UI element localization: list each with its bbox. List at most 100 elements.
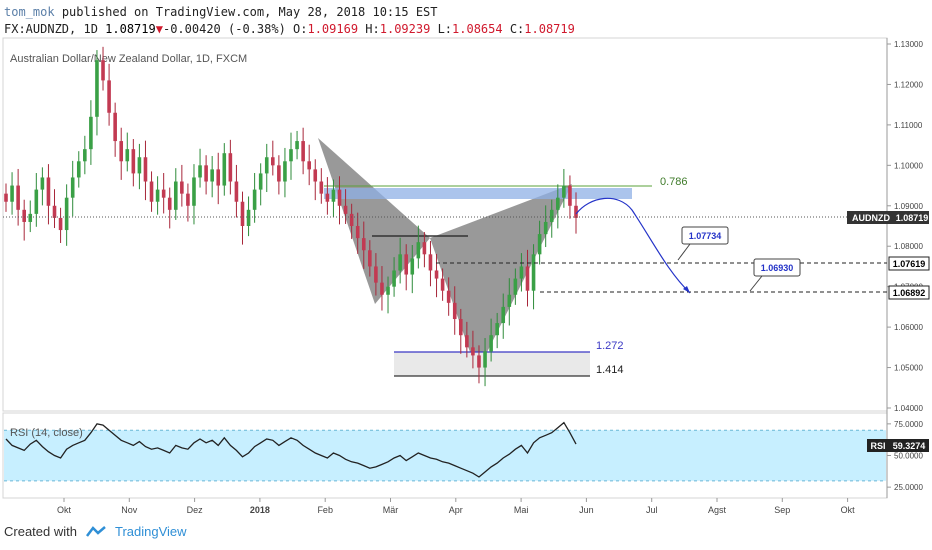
candle-body bbox=[368, 250, 372, 267]
symbol-line: FX:AUDNZD, 1D 1.08719▼-0.00420 (-0.38%) … bbox=[4, 21, 575, 38]
time-tick-label: 2018 bbox=[250, 505, 270, 515]
candle-body bbox=[52, 205, 57, 218]
open-label: O: bbox=[293, 22, 308, 36]
price-tick-label: 1.13000 bbox=[894, 40, 923, 49]
candle-body bbox=[495, 323, 499, 336]
candle-body bbox=[234, 181, 239, 202]
fib-786-label: 0.786 bbox=[660, 176, 688, 188]
candlestick-series bbox=[4, 46, 578, 387]
symbol-badge-text: AUDNZD bbox=[852, 213, 890, 223]
candle-body bbox=[513, 278, 518, 295]
time-tick-label: Nov bbox=[121, 505, 138, 515]
candle-body bbox=[28, 213, 33, 222]
candle-body bbox=[349, 213, 354, 226]
candle-body bbox=[428, 254, 433, 271]
candle-body bbox=[295, 141, 299, 150]
candle-body bbox=[416, 242, 421, 259]
candle-body bbox=[258, 173, 263, 190]
candle-body bbox=[167, 197, 172, 210]
rsi-axis: 75.0000 50.0000 25.0000 bbox=[887, 420, 923, 492]
candle-body bbox=[525, 266, 530, 291]
candle-body bbox=[543, 221, 548, 235]
candle-body bbox=[16, 185, 20, 210]
candle-body bbox=[119, 141, 124, 162]
candle-body bbox=[361, 238, 366, 251]
brand-text[interactable]: TradingView bbox=[114, 524, 187, 539]
price-tick-label: 1.11000 bbox=[894, 121, 923, 130]
candle-body bbox=[22, 209, 26, 222]
candle-body bbox=[404, 254, 409, 275]
footer: Created with TradingView bbox=[4, 524, 187, 539]
price-axis: 1.13000 1.12000 1.11000 1.10000 1.09000 1.080… bbox=[887, 40, 923, 413]
candle-body bbox=[355, 226, 360, 239]
candle-body bbox=[574, 205, 578, 218]
target2-badge: 1.06892 bbox=[888, 285, 930, 300]
candle-body bbox=[76, 161, 81, 178]
candle-body bbox=[34, 189, 39, 214]
projection-curve bbox=[575, 197, 691, 294]
symbol-price-badge: AUDNZD 1.08719 bbox=[847, 211, 929, 224]
chart-title: Australian Dollar/New Zealand Dollar, 1D… bbox=[10, 53, 247, 65]
price-tick-label: 1.05000 bbox=[894, 364, 923, 373]
time-tick-label: Jun bbox=[579, 505, 594, 515]
candle-body bbox=[398, 254, 402, 271]
candle-body bbox=[246, 209, 251, 226]
candle-body bbox=[161, 189, 166, 198]
candle-body bbox=[228, 153, 233, 182]
candle-body bbox=[289, 149, 293, 162]
candle-body bbox=[210, 169, 214, 182]
rsi-value-badge: RSI 59.3274 bbox=[867, 439, 929, 452]
candle-body bbox=[240, 201, 245, 226]
candle-body bbox=[501, 306, 506, 324]
rsi-tick-label: 25.0000 bbox=[894, 483, 923, 492]
candle-body bbox=[4, 193, 8, 202]
time-tick-label: Dez bbox=[187, 505, 204, 515]
price-tick-label: 1.06000 bbox=[894, 323, 923, 332]
candle-body bbox=[155, 189, 160, 202]
candle-body bbox=[422, 242, 427, 255]
callout-2: 1.06930 bbox=[749, 258, 801, 292]
candle-body bbox=[489, 335, 493, 352]
time-tick-label: Mai bbox=[514, 505, 529, 515]
candle-body bbox=[70, 177, 75, 198]
fib-extension-zone bbox=[394, 352, 590, 376]
last-price-badge: 1.08719 bbox=[896, 213, 929, 223]
candle-body bbox=[331, 189, 336, 202]
rsi-line bbox=[5, 421, 577, 478]
down-arrow-icon: ▼ bbox=[155, 22, 163, 36]
rsi-tick-label: 50.0000 bbox=[894, 452, 923, 461]
low-value: 1.08654 bbox=[452, 22, 503, 36]
candle-body bbox=[271, 157, 275, 166]
publish-line: tom_mok published on TradingView.com, Ma… bbox=[4, 4, 575, 21]
candle-body bbox=[392, 270, 396, 287]
change-text: -0.00420 (-0.38%) bbox=[162, 22, 286, 36]
author-link[interactable]: tom_mok bbox=[4, 5, 55, 19]
candle-body bbox=[137, 157, 142, 174]
time-tick-label: Sep bbox=[774, 505, 790, 515]
candle-body bbox=[568, 185, 572, 206]
candle-body bbox=[477, 355, 481, 368]
callout-1: 1.07734 bbox=[677, 226, 729, 261]
target1-badge: 1.07619 bbox=[888, 256, 930, 271]
candle-body bbox=[343, 205, 348, 214]
candle-body bbox=[531, 254, 536, 291]
candle-body bbox=[313, 169, 318, 182]
candle-body bbox=[46, 177, 51, 206]
target2-badge-text: 1.06892 bbox=[893, 288, 926, 298]
candle-body bbox=[107, 80, 111, 113]
candle-body bbox=[519, 266, 524, 279]
candle-body bbox=[277, 165, 281, 182]
candle-body bbox=[537, 234, 542, 255]
tradingview-logo-icon bbox=[85, 525, 106, 537]
open-value: 1.09169 bbox=[307, 22, 359, 36]
close-value: 1.08719 bbox=[524, 22, 575, 36]
high-label: H: bbox=[365, 22, 380, 36]
low-label: L: bbox=[437, 22, 453, 36]
candle-body bbox=[101, 60, 105, 81]
price-tick-label: 1.09000 bbox=[894, 202, 923, 211]
candle-body bbox=[380, 282, 384, 295]
candle-body bbox=[192, 177, 196, 206]
price-tick-label: 1.10000 bbox=[894, 161, 923, 170]
callout-2-text: 1.06930 bbox=[761, 263, 794, 273]
